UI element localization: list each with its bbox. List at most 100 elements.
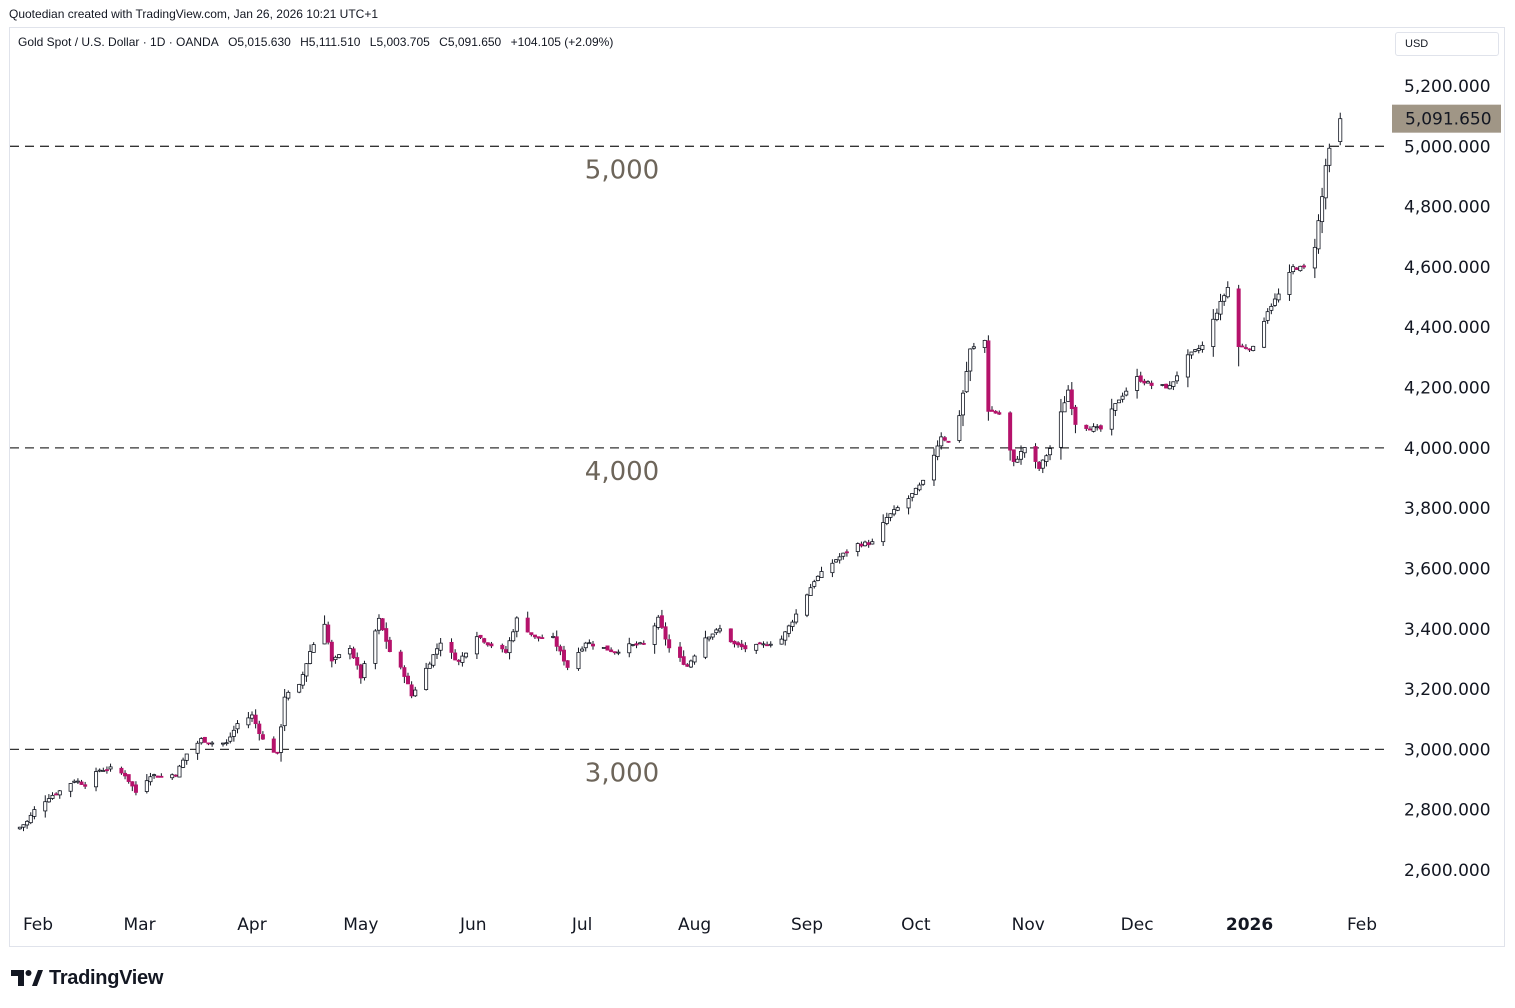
candle-body[interactable] xyxy=(1084,424,1089,429)
candle-body[interactable] xyxy=(155,775,160,778)
candle-body[interactable] xyxy=(173,774,178,777)
candle-body[interactable] xyxy=(717,628,722,632)
candle-body[interactable] xyxy=(46,798,51,803)
candle-body[interactable] xyxy=(1251,345,1256,351)
candle-body[interactable] xyxy=(1222,295,1227,302)
candle-body[interactable] xyxy=(525,617,530,633)
candle-body[interactable] xyxy=(692,655,697,663)
candle-body[interactable] xyxy=(119,767,124,774)
candle-body[interactable] xyxy=(500,644,505,650)
candle-body[interactable] xyxy=(1040,459,1045,469)
candle-body[interactable] xyxy=(986,340,991,412)
candle-body[interactable] xyxy=(54,793,59,796)
candle-body[interactable] xyxy=(685,664,690,667)
candle-body[interactable] xyxy=(362,663,367,679)
candle-body[interactable] xyxy=(413,689,418,697)
candle-body[interactable] xyxy=(652,625,657,645)
candle-body[interactable] xyxy=(859,543,864,547)
candle-body[interactable] xyxy=(104,769,109,772)
candle-body[interactable] xyxy=(478,634,483,638)
candle-body[interactable] xyxy=(152,774,157,777)
candle-body[interactable] xyxy=(583,642,588,649)
candle-body[interactable] xyxy=(68,783,73,792)
candle-body[interactable] xyxy=(159,775,164,778)
candle-body[interactable] xyxy=(1236,288,1241,348)
candle-body[interactable] xyxy=(906,498,911,509)
candle-body[interactable] xyxy=(460,655,465,663)
candle-body[interactable] xyxy=(72,780,77,783)
candle-body[interactable] xyxy=(347,648,352,655)
candle-body[interactable] xyxy=(337,654,342,658)
candle-body[interactable] xyxy=(1193,349,1198,352)
candle-body[interactable] xyxy=(888,513,893,518)
candle-body[interactable] xyxy=(1291,266,1296,273)
candle-body[interactable] xyxy=(532,634,537,638)
candle-body[interactable] xyxy=(587,642,592,645)
candle-body[interactable] xyxy=(1062,402,1067,413)
candle-body[interactable] xyxy=(464,652,469,658)
candle-body[interactable] xyxy=(1098,425,1103,430)
candle-body[interactable] xyxy=(376,617,381,631)
candle-body[interactable] xyxy=(485,642,490,646)
candle-body[interactable] xyxy=(779,638,784,645)
candle-body[interactable] xyxy=(1316,220,1321,250)
candle-body[interactable] xyxy=(656,616,661,628)
candle-body[interactable] xyxy=(638,642,643,645)
candle-body[interactable] xyxy=(739,643,744,648)
candle-body[interactable] xyxy=(982,340,987,348)
candle-body[interactable] xyxy=(75,780,80,783)
candle-body[interactable] xyxy=(561,649,566,662)
candle-body[interactable] xyxy=(405,675,410,685)
candle-body[interactable] xyxy=(529,632,534,635)
candle-body[interactable] xyxy=(424,667,429,690)
candle-body[interactable] xyxy=(663,626,668,640)
candle-body[interactable] xyxy=(921,479,926,485)
candle-body[interactable] xyxy=(380,618,385,631)
candle-body[interactable] xyxy=(794,613,799,623)
candle-body[interactable] xyxy=(1087,428,1092,431)
candle-body[interactable] xyxy=(329,641,334,662)
candle-body[interactable] xyxy=(993,410,998,414)
candle-body[interactable] xyxy=(235,723,240,730)
candle-body[interactable] xyxy=(1320,196,1325,223)
candle-body[interactable] xyxy=(482,638,487,643)
candle-body[interactable] xyxy=(21,824,26,828)
candle-body[interactable] xyxy=(736,642,741,646)
candle-body[interactable] xyxy=(384,628,389,642)
candle-body[interactable] xyxy=(148,776,153,783)
candle-body[interactable] xyxy=(917,484,922,491)
candle-body[interactable] xyxy=(1269,305,1274,311)
candle-body[interactable] xyxy=(402,667,407,677)
candle-body[interactable] xyxy=(170,774,175,779)
candle-body[interactable] xyxy=(1120,395,1125,400)
candle-body[interactable] xyxy=(1298,265,1303,272)
chart-frame[interactable] xyxy=(9,27,1505,947)
candle-body[interactable] xyxy=(1171,381,1176,387)
candle-body[interactable] xyxy=(1211,318,1216,347)
candle-body[interactable] xyxy=(1287,272,1292,295)
candle-body[interactable] xyxy=(1138,375,1143,382)
candle-body[interactable] xyxy=(997,412,1002,415)
candle-body[interactable] xyxy=(228,736,233,742)
candle-body[interactable] xyxy=(311,644,316,653)
candle-body[interactable] xyxy=(743,645,748,650)
candle-body[interactable] xyxy=(246,717,251,726)
candle-body[interactable] xyxy=(195,742,200,754)
candle-body[interactable] xyxy=(25,820,30,826)
candle-body[interactable] xyxy=(1149,382,1154,386)
candle-body[interactable] xyxy=(536,636,541,639)
candle-body[interactable] xyxy=(728,628,733,643)
candle-body[interactable] xyxy=(968,348,973,372)
candle-body[interactable] xyxy=(1200,344,1205,350)
candle-body[interactable] xyxy=(1265,311,1270,321)
candle-body[interactable] xyxy=(373,630,378,664)
candle-body[interactable] xyxy=(427,663,432,669)
candle-body[interactable] xyxy=(1095,426,1100,429)
candle-body[interactable] xyxy=(326,624,331,643)
candle-body[interactable] xyxy=(511,631,516,642)
candle-body[interactable] xyxy=(1167,385,1172,390)
candle-body[interactable] xyxy=(1142,380,1147,384)
candle-body[interactable] xyxy=(946,440,951,443)
candle-body[interactable] xyxy=(28,814,33,824)
candle-body[interactable] xyxy=(834,559,839,563)
